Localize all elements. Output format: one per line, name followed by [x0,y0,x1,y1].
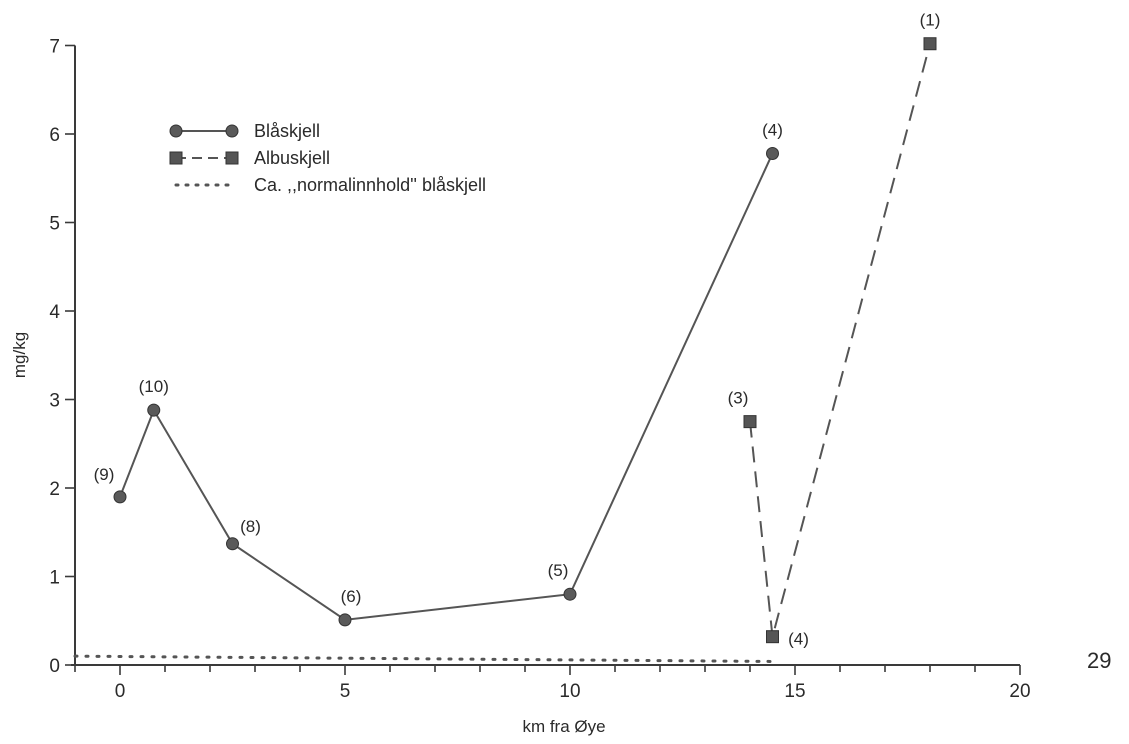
data-point-square [766,630,779,644]
x-tick-label: 0 [115,681,126,702]
point-label: (9) [94,465,115,484]
y-tick-label: 3 [49,391,60,412]
data-point-circle [226,537,239,551]
legend-marker-circle [169,124,183,138]
point-label: (3) [728,389,749,408]
y-tick-label: 2 [49,479,60,500]
x-tick-label: 20 [1009,681,1030,702]
y-tick-label: 6 [49,125,60,146]
page-number: 29 [1087,648,1111,673]
x-tick-label: 5 [340,681,351,702]
point-label: (5) [548,561,569,580]
y-tick-label: 7 [49,37,60,58]
y-tick-label: 0 [49,656,60,677]
legend-marker-square [225,151,239,165]
x-tick-label: 15 [784,681,805,702]
data-point-circle [563,587,577,601]
legend-label-0: Blåskjell [254,121,320,141]
data-point-square [923,37,937,51]
x-axis-label: km fra Øye [522,717,605,736]
y-tick-label: 1 [49,568,60,589]
series-line-2 [73,654,774,663]
data-point-circle [338,613,352,627]
legend-label-1: Albuskjell [254,148,330,168]
legend-label-2: Ca. ,,normalinnhold'' blåskjell [254,175,486,195]
data-markers [113,37,937,644]
y-axis-label: mg/kg [10,332,29,378]
data-point-circle [147,403,161,417]
legend: Blåskjell Albuskjell Ca. ,,normalinnhold''… [169,121,486,195]
y-tick-label: 4 [49,302,60,323]
point-label: (1) [920,11,941,30]
point-labels: (9) (10) (8) (6) (5) (4) (3) (4) (1) [94,11,941,649]
point-label: (10) [139,377,169,396]
series-lines [73,43,931,663]
axes: 0 5 10 15 20 0 1 2 3 4 5 6 7 [49,37,1030,703]
series-line-1 [749,43,931,637]
point-label: (4) [762,120,783,139]
point-label: (8) [240,517,261,536]
series-line-0 [119,153,774,621]
data-point-circle [113,490,127,504]
point-label: (4) [788,630,809,649]
point-label: (6) [341,587,362,606]
data-point-circle [766,146,779,160]
data-point-square [743,415,757,429]
y-tick-label: 5 [49,214,60,235]
legend-marker-square [169,151,183,165]
legend-marker-circle [225,124,239,138]
x-tick-label: 10 [559,681,580,702]
